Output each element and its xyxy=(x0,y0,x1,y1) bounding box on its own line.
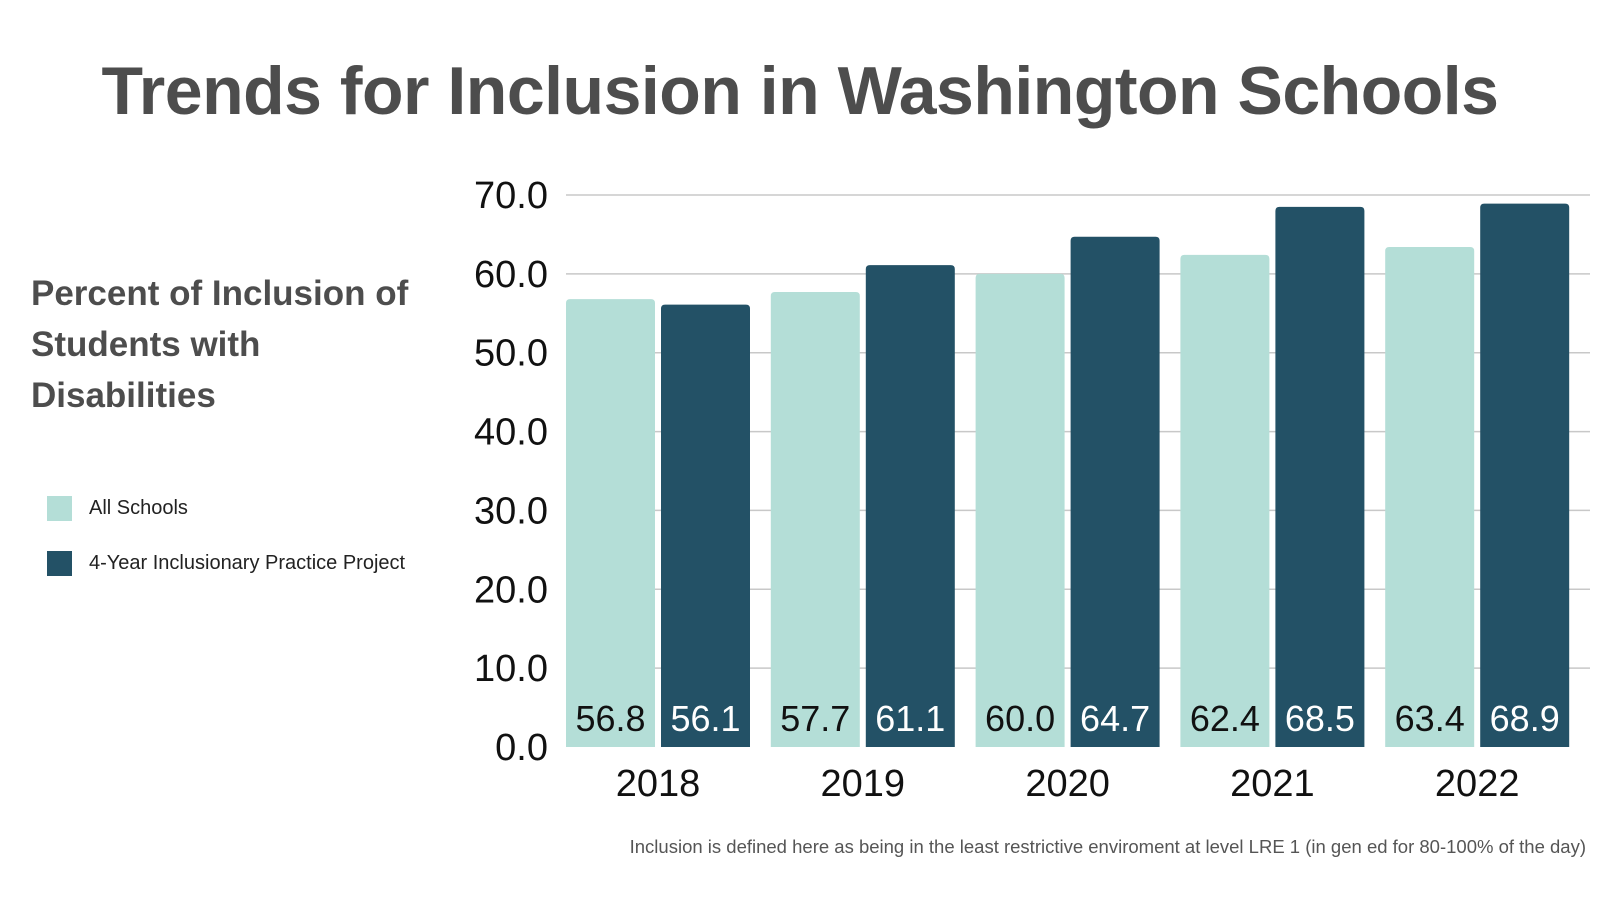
bar-value-label: 57.7 xyxy=(780,698,850,739)
bar-project-2020 xyxy=(1070,236,1160,747)
chart-footnote: Inclusion is defined here as being in th… xyxy=(629,836,1586,857)
bar-all-schools-2020 xyxy=(975,273,1065,747)
bar-value-label: 56.1 xyxy=(670,698,740,739)
bar-value-label: 64.7 xyxy=(1080,698,1150,739)
y-tick-label: 70.0 xyxy=(474,175,548,217)
bar-value-label: 56.8 xyxy=(575,698,645,739)
legend-item-all-schools: All Schools xyxy=(47,496,188,521)
legend-label-project: 4-Year Inclusionary Practice Project xyxy=(89,552,406,574)
y-tick-label: 10.0 xyxy=(474,648,548,690)
y-tick-label: 50.0 xyxy=(474,333,548,375)
y-tick-label: 40.0 xyxy=(474,412,548,454)
bar-project-2021 xyxy=(1275,206,1365,748)
bar-project-2019 xyxy=(865,265,955,747)
bar-all-schools-2022 xyxy=(1385,247,1475,747)
bar-value-label: 63.4 xyxy=(1395,698,1465,739)
legend-swatch-all-schools xyxy=(47,496,72,521)
bar-value-label: 61.1 xyxy=(875,698,945,739)
x-tick-label: 2019 xyxy=(821,763,906,805)
chart-title: Trends for Inclusion in Washington Schoo… xyxy=(101,53,1499,129)
bar-value-label: 62.4 xyxy=(1190,698,1260,739)
x-tick-label: 2018 xyxy=(616,763,701,805)
y-tick-label: 30.0 xyxy=(474,490,548,532)
chart-subtitle: Percent of Inclusion of Students with Di… xyxy=(31,274,409,415)
bar-all-schools-2018 xyxy=(566,299,655,747)
legend-label-all-schools: All Schools xyxy=(89,497,188,519)
bar-value-label: 68.9 xyxy=(1490,698,1560,739)
bar-all-schools-2019 xyxy=(770,291,860,747)
bar-value-label: 68.5 xyxy=(1285,698,1355,739)
y-tick-label: 0.0 xyxy=(495,727,548,769)
x-tick-label: 2022 xyxy=(1435,763,1520,805)
x-tick-label: 2020 xyxy=(1025,763,1110,805)
y-tick-label: 20.0 xyxy=(474,569,548,611)
legend-item-project: 4-Year Inclusionary Practice Project xyxy=(47,551,405,576)
bar-all-schools-2021 xyxy=(1180,254,1270,747)
y-tick-label: 60.0 xyxy=(474,254,548,296)
bar-project-2022 xyxy=(1480,203,1570,747)
bar-project-2018 xyxy=(661,304,750,747)
bar-value-label: 60.0 xyxy=(985,698,1055,739)
x-tick-label: 2021 xyxy=(1230,763,1315,805)
legend-swatch-project xyxy=(47,551,72,576)
